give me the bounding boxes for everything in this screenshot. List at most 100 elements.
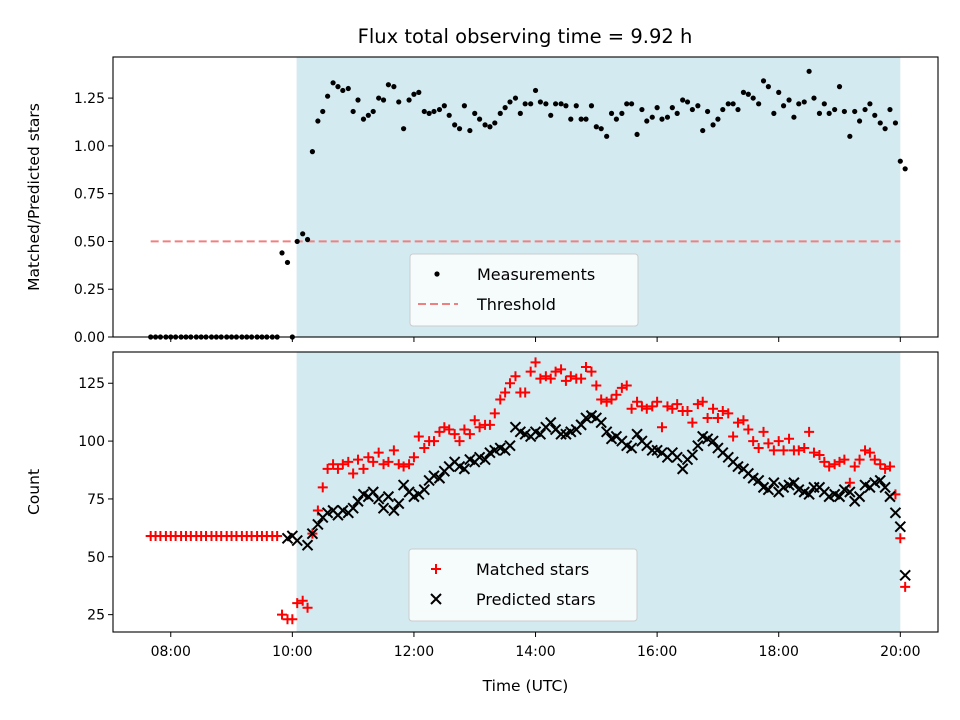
predicted-star-point: [899, 569, 911, 582]
measurement-point: [385, 82, 392, 88]
matched-star-point: [434, 426, 445, 437]
measurement-point: [689, 106, 695, 113]
measurement-point: [376, 95, 382, 101]
matched-star-point: [611, 389, 622, 400]
measurement-point: [350, 108, 356, 115]
measurement-point: [674, 110, 680, 116]
measurement-point: [522, 101, 528, 107]
matched-star-point: [606, 394, 617, 405]
measurement-point: [558, 101, 564, 107]
predicted-star-point: [707, 435, 719, 447]
matched-star-point: [692, 399, 703, 410]
matched-star-point: [469, 415, 480, 426]
measurement-point: [421, 108, 427, 115]
matched-star-point: [388, 445, 399, 456]
measurement-point: [776, 89, 782, 95]
matched-star-point: [277, 609, 288, 620]
matched-star-point: [449, 429, 460, 440]
predicted-star-point: [534, 428, 547, 440]
predicted-star-point: [879, 481, 891, 494]
measurement-point: [583, 116, 589, 122]
matched-star-point: [322, 463, 333, 474]
predicted-star-point: [504, 440, 516, 452]
matched-star-point: [444, 424, 455, 435]
matched-star-point: [565, 371, 576, 382]
predicted-star-point: [874, 474, 886, 487]
ratio-panel: 0.00 0.25 0.50 0.75 1.00 1.25 Matched/Predicte…: [25, 56, 939, 346]
matched-star-point: [500, 387, 511, 398]
measurement-point: [452, 122, 458, 128]
matched-star-point: [753, 443, 764, 454]
measurement-point: [517, 110, 523, 116]
matched-star-point: [591, 380, 602, 391]
measurement-point: [482, 122, 488, 128]
matched-star-point: [662, 401, 673, 412]
measurement-point: [512, 95, 519, 101]
predicted-star-point: [393, 497, 405, 510]
matched-star-point: [332, 463, 343, 474]
matched-star-point: [454, 436, 465, 447]
matched-star-point: [398, 461, 409, 472]
x-axis-label: Time (UTC): [482, 677, 569, 695]
measurement-point: [320, 108, 326, 115]
matched-star-point: [849, 461, 860, 472]
measurement-point: [345, 85, 351, 92]
measurement-point: [730, 101, 736, 107]
matched-star-point: [348, 468, 359, 479]
matched-star-point: [297, 595, 308, 606]
measurement-point: [669, 105, 675, 111]
legend: Measurements Threshold: [409, 253, 639, 327]
measurement-point: [619, 110, 625, 116]
measurement-point: [634, 131, 640, 138]
count-panel: 25 50 75 100 125 08:00 10:00 12:00 14:00 16:00 18:…: [25, 351, 939, 695]
measurement-point: [416, 89, 422, 95]
matched-star-point: [829, 459, 840, 470]
x-tick-label: 08:00: [151, 644, 191, 660]
predicted-star-point: [600, 426, 613, 438]
predicted-star-point: [291, 534, 303, 547]
matched-star-point: [586, 366, 597, 377]
measurement-point: [715, 116, 721, 122]
legend-box: [409, 253, 639, 327]
measurement-point: [537, 99, 543, 105]
matched-star-point: [596, 394, 607, 405]
measurement-point: [756, 101, 762, 107]
measurement-point: [492, 120, 498, 126]
matched-star-point: [358, 463, 369, 474]
measurement-point: [806, 68, 812, 74]
legend-label: Matched stars: [476, 560, 589, 579]
matched-star-point: [778, 445, 789, 456]
legend-label: Threshold: [476, 295, 556, 314]
matched-star-point: [580, 362, 591, 373]
legend-marker-plus: [431, 564, 441, 574]
matched-star-point: [738, 415, 749, 426]
measurement-point: [279, 250, 285, 256]
predicted-star-point: [894, 521, 907, 533]
matched-star-point: [768, 445, 779, 456]
legend-box: [408, 548, 638, 622]
axes-frame: [112, 351, 939, 633]
y-tick-label: 0.75: [74, 187, 105, 203]
measurement-point: [639, 106, 645, 113]
measurement-point: [710, 122, 716, 128]
measurement-point: [801, 99, 807, 105]
predicted-star-point: [382, 490, 395, 503]
predicted-star-point: [853, 490, 866, 503]
predicted-star-point: [388, 504, 400, 517]
matched-star-point: [900, 581, 911, 592]
matched-star-point: [287, 614, 298, 625]
measurement-point: [380, 97, 387, 103]
measurement-point: [309, 149, 316, 155]
measurement-point: [476, 116, 483, 122]
matched-star-point: [378, 459, 389, 470]
measurement-point: [877, 120, 883, 126]
measurement-point: [613, 116, 619, 122]
measurement-point: [740, 89, 747, 95]
matched-star-point: [408, 452, 419, 463]
matched-star-point: [368, 456, 379, 467]
matched-star-point: [641, 403, 652, 414]
measurement-point: [370, 108, 376, 115]
matched-star-point: [353, 454, 364, 465]
predicted-star-point: [595, 416, 607, 429]
measurement-point: [750, 95, 756, 101]
